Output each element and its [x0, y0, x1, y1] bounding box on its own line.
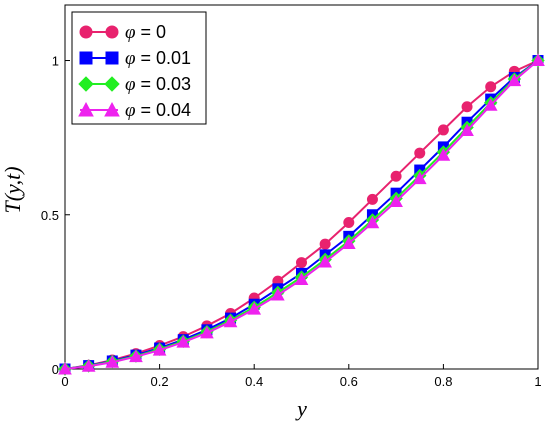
legend-marker [105, 25, 119, 39]
y-axis-label: T(y,t) [0, 166, 25, 213]
legend-marker [78, 76, 94, 92]
data-point [176, 335, 191, 348]
x-tick-label: 0.4 [245, 374, 263, 389]
y-tick-label: 1 [52, 54, 59, 69]
data-point [341, 236, 356, 249]
legend-box [71, 11, 207, 125]
legend-symbol: φ [125, 100, 136, 121]
legend-label: φ = 0.01 [125, 48, 191, 69]
data-point [343, 216, 355, 228]
data-point [223, 314, 238, 328]
legend-marker [78, 101, 94, 117]
data-point [296, 257, 307, 269]
plot-frame [64, 4, 539, 370]
y-tick-label: 0.5 [41, 208, 59, 223]
legend-symbol: φ [125, 74, 136, 95]
legend-value: = 0.03 [136, 74, 192, 94]
data-point [200, 325, 214, 339]
legend-marker [105, 51, 119, 65]
data-point [507, 73, 522, 87]
x-tick-label: 0.8 [434, 374, 452, 389]
legend-marker [79, 25, 93, 39]
data-point [58, 361, 72, 375]
data-point [247, 302, 262, 315]
legend-entry: φ = 0.01 [79, 48, 191, 69]
data-point [81, 359, 96, 372]
data-point [483, 98, 498, 111]
data-point [294, 272, 309, 286]
legend-label: φ = 0.04 [125, 100, 191, 121]
x-tick-label: 0.2 [151, 374, 169, 389]
data-point [531, 53, 545, 67]
data-point [414, 147, 426, 159]
data-point [460, 123, 474, 137]
data-point [390, 170, 402, 182]
legend-value: = 0.01 [136, 48, 192, 68]
legend-symbol: φ [125, 22, 136, 43]
y-tick-label: 0 [52, 362, 59, 377]
x-tick-label: 1 [534, 374, 541, 389]
legend-value: = 0.04 [136, 100, 192, 120]
data-point [366, 193, 378, 205]
data-point [389, 194, 403, 207]
legend-label: φ = 0.03 [125, 74, 191, 95]
data-point [152, 343, 167, 356]
data-point [129, 349, 143, 363]
legend-entry: φ = 0 [79, 22, 166, 43]
data-point [437, 124, 449, 136]
data-point [461, 101, 473, 113]
data-point [319, 238, 331, 250]
legend-marker [79, 51, 93, 65]
x-tick-label: 0.6 [340, 374, 358, 389]
legend-entry: φ = 0.03 [78, 74, 191, 95]
data-point [485, 81, 497, 93]
data-point [365, 215, 380, 229]
series-4 [58, 53, 545, 375]
legend-marker [104, 101, 120, 117]
legend-entry: φ = 0.04 [78, 100, 191, 121]
data-point [271, 287, 285, 301]
x-tick-label: 0 [61, 374, 68, 389]
legend-symbol: φ [125, 48, 136, 69]
data-point [436, 148, 451, 161]
data-point [105, 355, 120, 368]
legend-value: = 0 [136, 22, 167, 42]
legend: φ = 0φ = 0.01φ = 0.03φ = 0.04 [71, 11, 207, 125]
data-point [412, 171, 427, 185]
data-point [318, 254, 332, 268]
legend-label: φ = 0 [125, 22, 166, 43]
x-axis-label: y [295, 396, 307, 421]
legend-marker [104, 76, 120, 92]
